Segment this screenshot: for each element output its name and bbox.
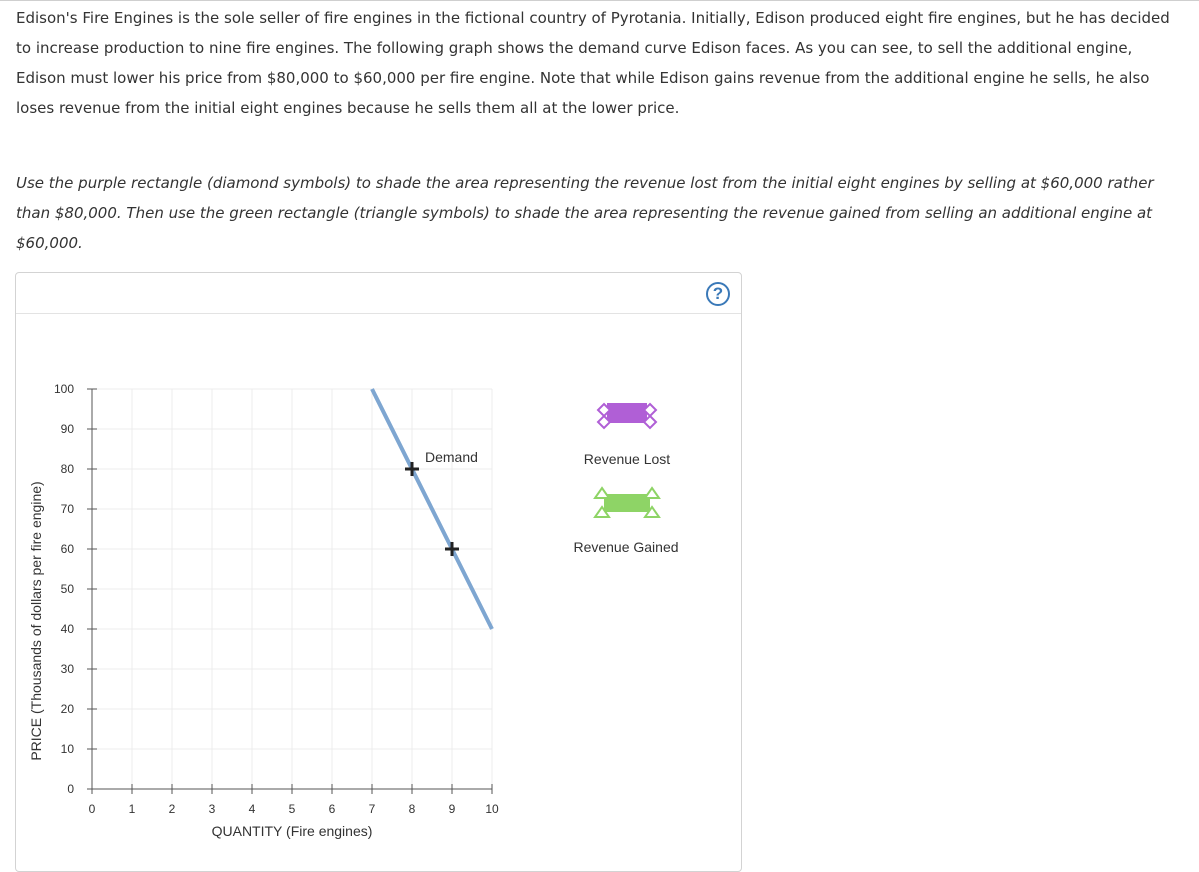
x-tick-label: 9	[449, 802, 456, 816]
x-tick-label: 8	[409, 802, 416, 816]
revenue-gained-label: Revenue Gained	[573, 539, 678, 555]
y-axis-title: PRICE (Thousands of dollars per fire eng…	[28, 481, 44, 760]
y-tick-label: 40	[61, 622, 75, 636]
revenue-lost-label: Revenue Lost	[584, 451, 671, 467]
x-axis-title: QUANTITY (Fire engines)	[212, 823, 373, 839]
revenue-lost-rectangle[interactable]	[607, 403, 647, 423]
y-tick-label: 50	[61, 582, 75, 596]
y-tick-label: 0	[67, 782, 74, 796]
top-divider	[0, 0, 1199, 1]
revenue-lost-tool[interactable]	[596, 402, 658, 430]
y-tick-label: 30	[61, 662, 75, 676]
x-tick-label: 10	[485, 802, 499, 816]
y-tick-label: 80	[61, 462, 75, 476]
triangle-handle-icon[interactable]	[593, 486, 611, 499]
y-tick-label: 60	[61, 542, 75, 556]
point-marker-plus[interactable]	[405, 462, 419, 476]
y-tick-label: 20	[61, 702, 75, 716]
question-circle-icon: ?	[712, 284, 724, 303]
triangle-handle-icon[interactable]	[643, 505, 661, 518]
graph-panel: ? 0 1 2 3 4 5 6 7 8 9 10 0 10 20 30 40 50 60 70 80 90 100 Dem…	[15, 272, 742, 872]
series-layer	[370, 388, 494, 630]
x-tick-label: 4	[249, 802, 256, 816]
triangle-handle-icon[interactable]	[643, 486, 661, 499]
x-tick-label: 1	[129, 802, 136, 816]
demand-curve-label: Demand	[425, 449, 478, 465]
help-button[interactable]: ?	[706, 282, 730, 306]
y-tick-label: 100	[54, 382, 74, 396]
graph-panel-header: ?	[16, 273, 741, 314]
diamond-handle-icon[interactable]	[642, 414, 658, 430]
revenue-gained-tool[interactable]	[593, 486, 661, 518]
intro-paragraph: Edison's Fire Engines is the sole seller…	[16, 9, 1170, 117]
marker-layer	[405, 462, 459, 556]
y-tick-label: 10	[61, 742, 75, 756]
x-tick-label: 2	[169, 802, 176, 816]
triangle-handle-icon[interactable]	[593, 505, 611, 518]
revenue-gained-rectangle[interactable]	[604, 494, 650, 512]
y-tick-label: 90	[61, 422, 75, 436]
x-tick-label: 0	[89, 802, 96, 816]
x-tick-label: 5	[289, 802, 296, 816]
x-tick-label: 3	[209, 802, 216, 816]
demand-curve-line[interactable]	[370, 388, 494, 630]
point-marker-plus[interactable]	[445, 542, 459, 556]
y-tick-label: 70	[61, 502, 75, 516]
grid-lines	[92, 388, 493, 789]
x-tick-label: 7	[369, 802, 376, 816]
x-tick-label: 6	[329, 802, 336, 816]
diamond-handle-icon[interactable]	[596, 414, 612, 430]
instruction-paragraph: Use the purple rectangle (diamond symbol…	[16, 174, 1154, 252]
